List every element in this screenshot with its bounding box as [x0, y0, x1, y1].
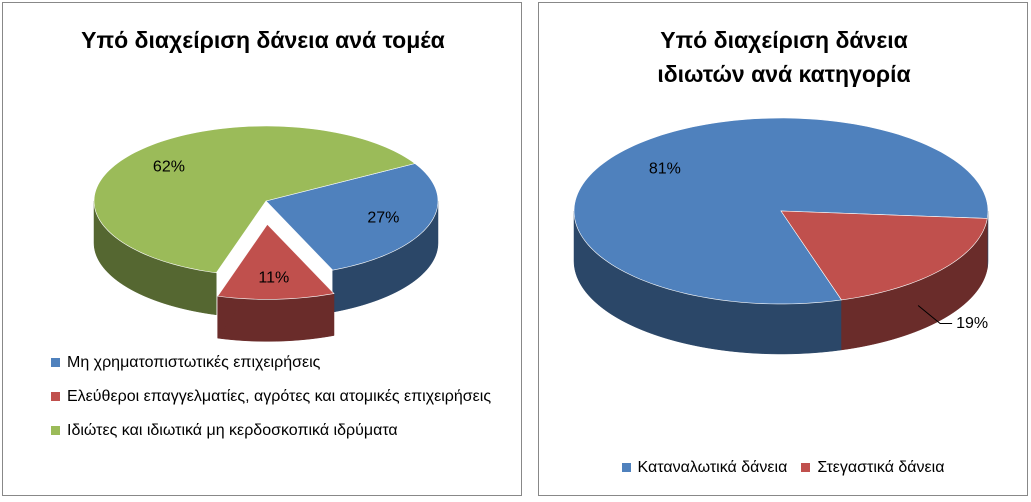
legend-item: Στεγαστικά δάνεια — [801, 458, 944, 478]
legend-swatch — [51, 426, 60, 435]
slice — [217, 223, 335, 300]
leader-line — [917, 305, 953, 325]
chart-title: Υπό διαχείριση δάνεια ανά τομέα — [81, 27, 445, 53]
legend-label: Ιδιώτες και ιδιωτικά μη κερδοσκοπικά ιδρ… — [67, 422, 398, 439]
legend: Καταναλωτικά δάνεια Στεγαστικά δάνεια — [539, 458, 1027, 478]
legend-label: Ελεύθεροι επαγγελματίες, αγρότες και ατο… — [67, 388, 492, 405]
slice — [93, 125, 416, 274]
data-label: 11% — [258, 270, 289, 287]
legend-label: Στεγαστικά δάνεια — [817, 459, 945, 476]
legend-label: Μη χρηματοπιστωτικές επιχειρήσεις — [67, 354, 321, 371]
legend-item: Μη χρηματοπιστωτικές επιχειρήσεις — [51, 353, 507, 373]
data-label: 62% — [153, 159, 185, 176]
legend-item: Καταναλωτικά δάνεια — [621, 458, 788, 478]
chart-panel: Υπό διαχείριση δάνεια ιδιωτών ανά κατηγο… — [538, 2, 1028, 496]
legend-label: Καταναλωτικά δάνεια — [637, 459, 788, 476]
legend: Μη χρηματοπιστωτικές επιχειρήσεις Ελεύθερ… — [51, 353, 507, 455]
data-label: 19% — [956, 315, 988, 332]
pie-plot: 27% 11% 62% — [93, 125, 439, 342]
pie-plot: 81% 19% — [573, 117, 989, 355]
legend-swatch — [621, 463, 631, 472]
chart-title: Υπό διαχείριση δάνεια ιδιωτών ανά κατηγο… — [657, 27, 911, 87]
legend-swatch — [801, 463, 811, 472]
legend-swatch — [51, 358, 60, 367]
legend-swatch — [51, 392, 60, 401]
legend-item: Ελεύθεροι επαγγελματίες, αγρότες και ατο… — [51, 387, 507, 407]
legend-item: Ιδιώτες και ιδιωτικά μη κερδοσκοπικά ιδρ… — [51, 421, 507, 441]
slice — [265, 163, 439, 271]
data-label: 27% — [367, 209, 399, 226]
chart-panel: Υπό διαχείριση δάνεια ανά τομέα 27% 11% 62… — [2, 2, 522, 496]
data-label: 81% — [649, 160, 681, 177]
slice — [780, 210, 988, 301]
